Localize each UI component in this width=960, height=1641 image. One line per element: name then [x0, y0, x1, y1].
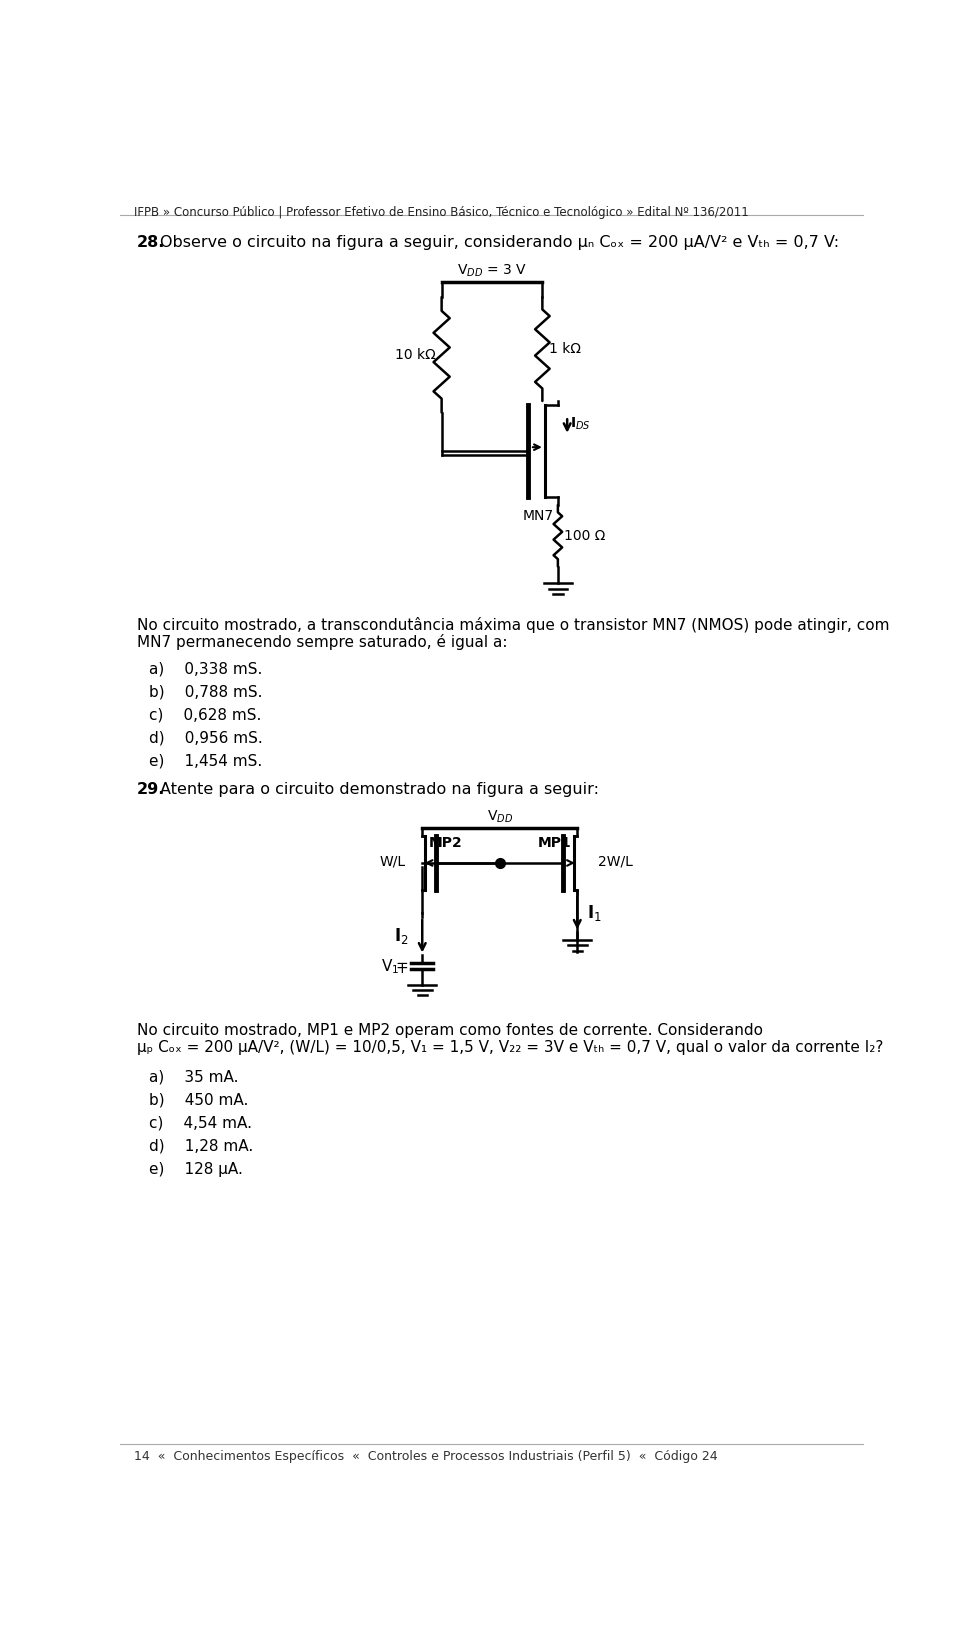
- Text: V$_1$: V$_1$: [381, 957, 399, 975]
- Text: e)  1,454 mS.: e) 1,454 mS.: [150, 753, 263, 768]
- Text: MP2: MP2: [428, 835, 462, 850]
- Text: 100 Ω: 100 Ω: [564, 528, 606, 543]
- Text: a)  0,338 mS.: a) 0,338 mS.: [150, 661, 263, 676]
- Text: 2W/L: 2W/L: [598, 855, 633, 868]
- Text: IFPB » Concurso Público | Professor Efetivo de Ensino Básico, Técnico e Tecnológ: IFPB » Concurso Público | Professor Efet…: [134, 207, 749, 220]
- Text: I$_1$: I$_1$: [587, 903, 601, 922]
- Text: No circuito mostrado, MP1 e MP2 operam como fontes de corrente. Considerando: No circuito mostrado, MP1 e MP2 operam c…: [137, 1022, 763, 1039]
- Text: b)  0,788 mS.: b) 0,788 mS.: [150, 684, 263, 699]
- Text: 1 kΩ: 1 kΩ: [548, 341, 581, 356]
- Text: W/L: W/L: [379, 855, 405, 868]
- Text: c)  4,54 mA.: c) 4,54 mA.: [150, 1116, 252, 1131]
- Text: a)  35 mA.: a) 35 mA.: [150, 1070, 239, 1085]
- Text: I$_2$: I$_2$: [394, 926, 408, 947]
- Text: Observe o circuito na figura a seguir, considerando μₙ Cₒₓ = 200 μA/V² e Vₜₕ = 0: Observe o circuito na figura a seguir, c…: [160, 235, 839, 251]
- Text: V$_{DD}$: V$_{DD}$: [487, 809, 513, 825]
- Text: 14  «  Conhecimentos Específicos  «  Controles e Processos Industriais (Perfil 5: 14 « Conhecimentos Específicos « Control…: [134, 1451, 717, 1464]
- Text: MN7 permanecendo sempre saturado, é igual a:: MN7 permanecendo sempre saturado, é igua…: [137, 633, 508, 650]
- Text: Atente para o circuito demonstrado na figura a seguir:: Atente para o circuito demonstrado na fi…: [160, 783, 599, 798]
- Text: +: +: [396, 960, 408, 976]
- Text: b)  450 mA.: b) 450 mA.: [150, 1093, 249, 1108]
- Text: I$_{DS}$: I$_{DS}$: [570, 415, 591, 432]
- Text: 10 kΩ: 10 kΩ: [395, 348, 436, 361]
- Text: MP1: MP1: [538, 835, 571, 850]
- Text: μₚ Cₒₓ = 200 μA/V², (W/L) = 10/0,5, V₁ = 1,5 V, V₂₂ = 3V e Vₜₕ = 0,7 V, qual o v: μₚ Cₒₓ = 200 μA/V², (W/L) = 10/0,5, V₁ =…: [137, 1040, 883, 1055]
- Text: 29.: 29.: [137, 783, 165, 798]
- Text: d)  0,956 mS.: d) 0,956 mS.: [150, 730, 263, 745]
- Text: No circuito mostrado, a transcondutância máxima que o transistor MN7 (NMOS) pode: No circuito mostrado, a transcondutância…: [137, 617, 890, 632]
- Text: e)  128 μA.: e) 128 μA.: [150, 1162, 243, 1177]
- Text: MN7: MN7: [523, 509, 554, 523]
- Text: V$_{DD}$ = 3 V: V$_{DD}$ = 3 V: [457, 263, 527, 279]
- Text: 28.: 28.: [137, 235, 165, 251]
- Text: −: −: [396, 955, 408, 971]
- Text: c)  0,628 mS.: c) 0,628 mS.: [150, 707, 262, 722]
- Text: d)  1,28 mA.: d) 1,28 mA.: [150, 1139, 253, 1154]
